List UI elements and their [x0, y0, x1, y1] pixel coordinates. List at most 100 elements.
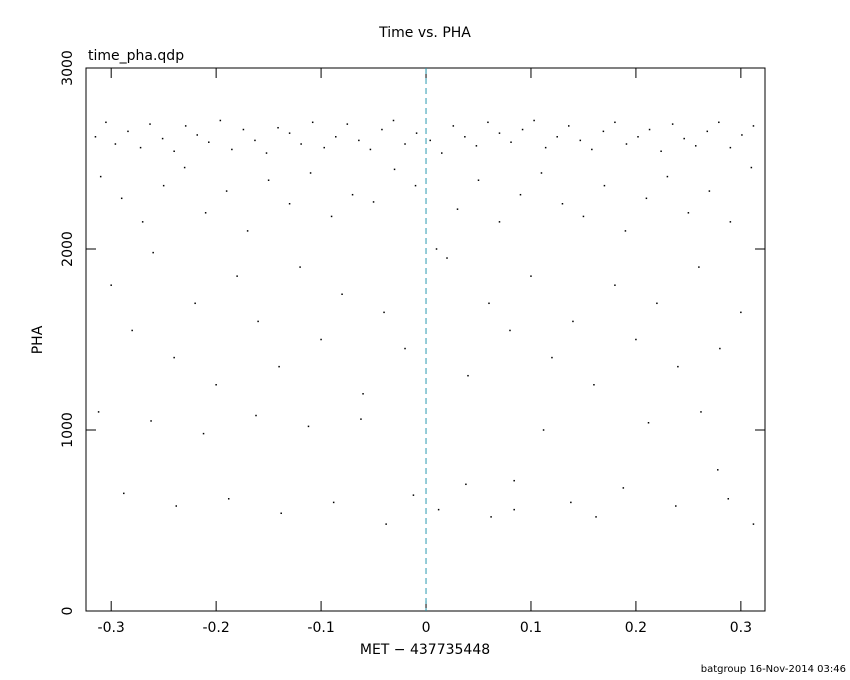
point — [465, 483, 467, 486]
point — [435, 248, 438, 250]
chart-title: Time vs. PHA — [378, 25, 471, 41]
point — [591, 148, 593, 151]
point — [666, 175, 669, 178]
point — [194, 302, 196, 305]
point — [487, 121, 489, 124]
point — [311, 121, 314, 124]
x-tick-label: 0.1 — [520, 620, 542, 636]
point — [255, 414, 257, 417]
point — [231, 148, 233, 151]
point — [110, 284, 112, 286]
point — [752, 125, 755, 127]
point — [752, 523, 755, 525]
point — [551, 356, 553, 359]
point — [519, 193, 522, 196]
point — [161, 137, 164, 140]
y-tick-label: 0 — [60, 607, 76, 616]
point — [404, 143, 406, 145]
point — [477, 179, 480, 181]
point — [412, 494, 415, 496]
point — [323, 146, 325, 149]
y-tick-label: 2000 — [60, 231, 76, 267]
point — [490, 516, 492, 518]
point — [309, 172, 312, 174]
point — [727, 498, 730, 500]
point — [656, 302, 658, 305]
point — [437, 508, 440, 511]
point — [415, 132, 418, 134]
point — [582, 215, 585, 218]
point — [141, 221, 144, 223]
point — [542, 429, 545, 431]
point — [533, 119, 535, 122]
point — [385, 523, 387, 525]
point — [622, 487, 625, 489]
point — [105, 121, 107, 124]
plot-frame — [85, 67, 766, 612]
point — [227, 498, 230, 500]
point — [556, 136, 558, 138]
point — [513, 479, 515, 482]
point — [278, 365, 280, 368]
point — [267, 179, 270, 181]
point — [446, 257, 448, 259]
x-tick-label: -0.1 — [307, 620, 334, 636]
point — [299, 266, 301, 268]
point — [383, 311, 385, 314]
point — [718, 121, 720, 124]
y-tick-label: 1000 — [60, 412, 76, 448]
point — [429, 139, 431, 142]
point — [288, 203, 291, 205]
point — [184, 125, 187, 127]
point — [280, 512, 282, 515]
point — [277, 126, 279, 129]
point — [603, 184, 606, 187]
point — [114, 143, 117, 145]
point — [694, 145, 697, 147]
point — [139, 146, 142, 149]
point — [740, 311, 742, 314]
point — [254, 139, 256, 142]
x-tick-label: 0 — [422, 620, 431, 636]
point — [196, 134, 198, 136]
point — [358, 139, 360, 142]
point — [635, 338, 637, 341]
point — [225, 190, 228, 192]
point — [498, 221, 501, 223]
point — [362, 393, 364, 395]
point — [488, 302, 490, 305]
point — [509, 329, 511, 332]
point — [647, 422, 650, 424]
point — [510, 141, 512, 143]
point — [99, 175, 102, 178]
point — [708, 190, 711, 192]
point — [687, 212, 690, 214]
point — [700, 411, 702, 413]
point — [162, 184, 165, 187]
point — [570, 501, 572, 504]
point — [97, 411, 100, 413]
point — [332, 501, 335, 504]
point — [579, 139, 582, 142]
point — [593, 384, 595, 386]
point — [392, 119, 395, 122]
point — [404, 347, 406, 350]
point — [152, 251, 154, 254]
point — [677, 365, 679, 368]
point — [521, 128, 524, 131]
point — [671, 123, 674, 125]
point — [204, 212, 207, 214]
point — [719, 347, 721, 350]
point — [648, 128, 651, 131]
point — [637, 136, 639, 138]
point — [341, 293, 343, 295]
point — [645, 197, 648, 200]
chart-subtitle: time_pha.qdp — [88, 48, 184, 64]
point — [127, 130, 129, 133]
point — [683, 137, 685, 140]
point — [475, 145, 478, 147]
point — [750, 166, 753, 169]
x-tick-label: 0.2 — [625, 620, 647, 636]
point — [530, 275, 532, 277]
